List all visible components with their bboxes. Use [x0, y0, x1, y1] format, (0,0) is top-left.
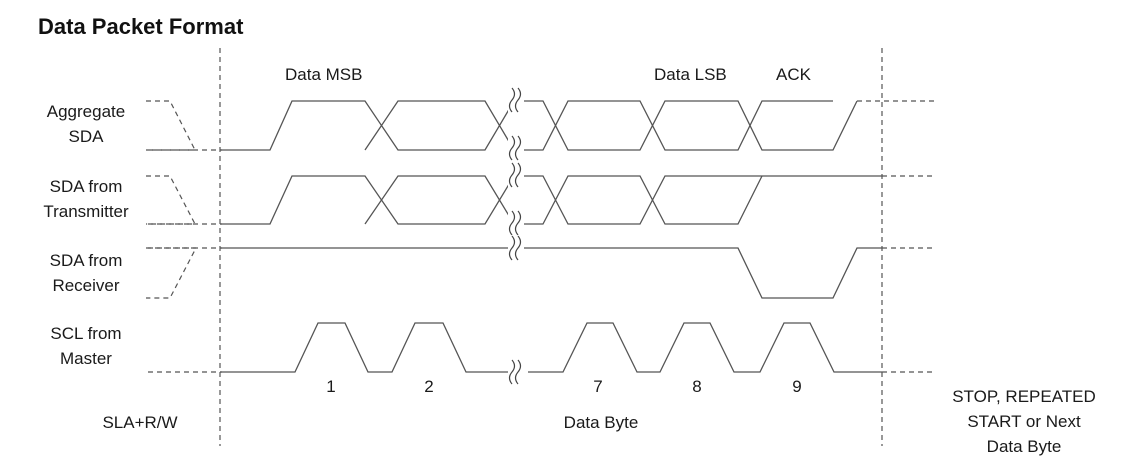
- scl-master-waveform: [148, 322, 935, 373]
- section-label-end: STOP, REPEATED START or Next Data Byte: [952, 387, 1096, 456]
- svg-text:SDA from: SDA from: [50, 177, 123, 196]
- data-lsb-label: Data LSB: [654, 65, 727, 84]
- clock-number-2: 2: [424, 377, 433, 396]
- svg-text:START or Next: START or Next: [967, 412, 1081, 431]
- svg-text:Aggregate: Aggregate: [47, 102, 125, 121]
- svg-text:SDA from: SDA from: [50, 251, 123, 270]
- sda-receiver-waveform: [148, 247, 935, 299]
- aggregate-sda-waveform: [148, 100, 935, 151]
- clock-number-8: 8: [692, 377, 701, 396]
- signal-label-sda-transmitter: SDA from Transmitter: [43, 177, 129, 221]
- signal-label-scl-master: SCL from Master: [50, 324, 121, 368]
- clock-number-7: 7: [593, 377, 602, 396]
- signal-label-aggregate-sda: Aggregate SDA: [47, 102, 125, 146]
- clock-number-1: 1: [326, 377, 335, 396]
- svg-text:Data Byte: Data Byte: [987, 437, 1062, 456]
- sda-transmitter-waveform: [148, 175, 935, 225]
- section-label-data-byte: Data Byte: [564, 413, 639, 432]
- data-msb-label: Data MSB: [285, 65, 362, 84]
- diagram-title: Data Packet Format: [38, 14, 244, 39]
- ack-label: ACK: [776, 65, 812, 84]
- signal-label-sda-receiver: SDA from Receiver: [50, 251, 123, 295]
- clock-number-9: 9: [792, 377, 801, 396]
- svg-text:Transmitter: Transmitter: [43, 202, 129, 221]
- label-leader-lines: [146, 100, 197, 299]
- time-break-symbols: [508, 87, 524, 385]
- svg-text:STOP, REPEATED: STOP, REPEATED: [952, 387, 1096, 406]
- svg-text:SDA: SDA: [69, 127, 105, 146]
- svg-text:Master: Master: [60, 349, 112, 368]
- section-label-start: SLA+R/W: [102, 413, 177, 432]
- svg-text:Receiver: Receiver: [52, 276, 119, 295]
- svg-text:SCL from: SCL from: [50, 324, 121, 343]
